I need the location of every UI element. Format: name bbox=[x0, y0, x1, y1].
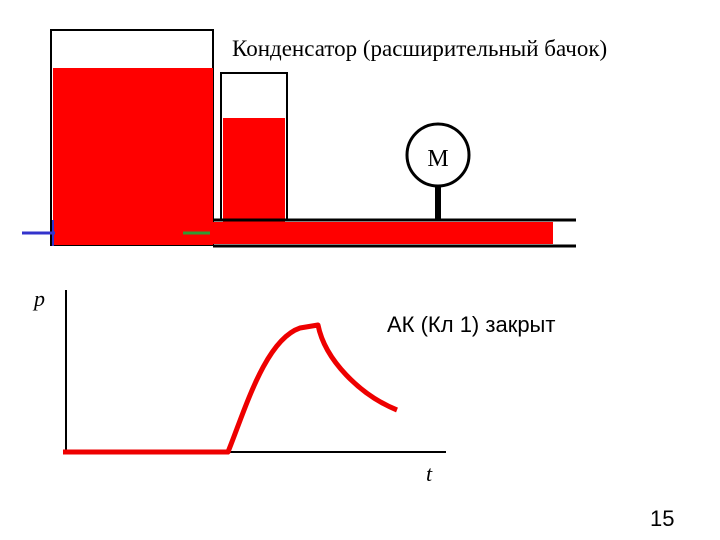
expansion-tank-liquid bbox=[223, 118, 285, 222]
x-axis-label: t bbox=[426, 461, 433, 486]
gauge-label: М bbox=[427, 146, 448, 172]
gauge bbox=[405, 122, 471, 188]
state-label: АК (Кл 1) закрыт bbox=[387, 312, 555, 337]
expansion-tank bbox=[220, 72, 288, 220]
pressure-curve bbox=[63, 322, 398, 455]
condenser-label: Конденсатор (расширительный бачок) bbox=[232, 36, 607, 61]
page-number: 15 bbox=[650, 506, 674, 531]
y-axis-label: p bbox=[32, 286, 45, 311]
main-tank-liquid bbox=[53, 68, 213, 245]
pipe-liquid bbox=[213, 222, 553, 244]
